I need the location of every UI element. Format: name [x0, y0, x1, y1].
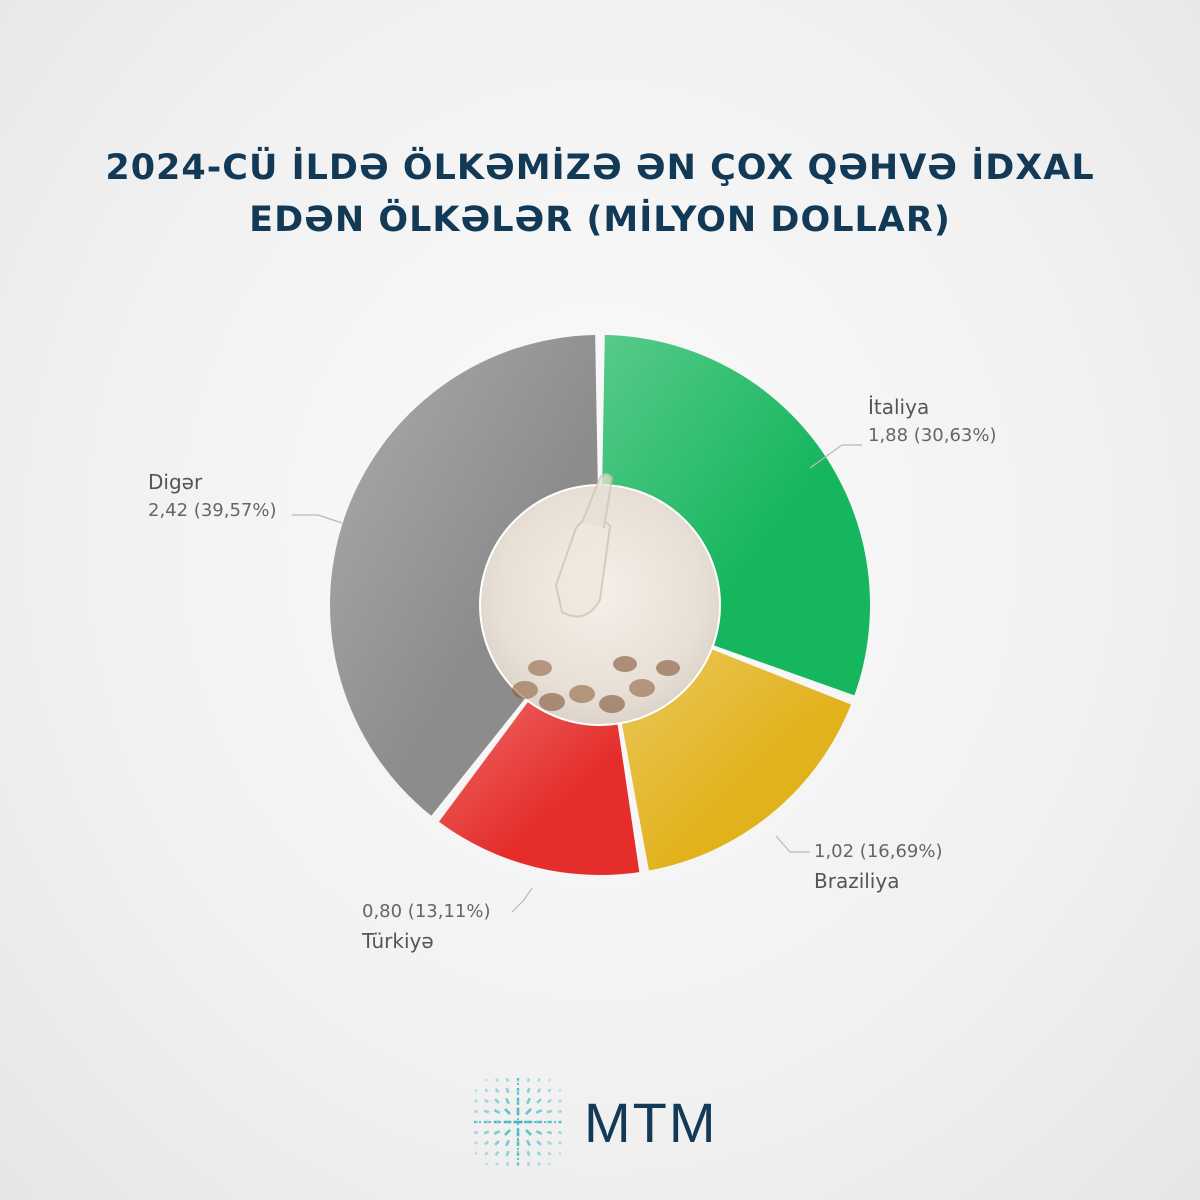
label-digar: Digər 2,42 (39,57%)	[148, 467, 276, 525]
coffee-beans-illustration	[512, 656, 680, 713]
label-italiya-value: 1,88 (30,63%)	[868, 425, 997, 446]
label-italiya-name: İtaliya	[868, 395, 930, 419]
leader-line-italiya	[809, 444, 862, 469]
chart-title-line-2: EDƏN ÖLKƏLƏR (MİLYON DOLLAR)	[249, 200, 951, 240]
label-turkiye-value: 0,80 (13,11%)	[362, 901, 491, 922]
label-italiya: İtaliya 1,88 (30,63%)	[868, 392, 996, 450]
coffee-scoop-illustration	[554, 473, 614, 618]
label-braziliya: 1,02 (16,69%) Braziliya	[814, 838, 942, 896]
chart-title-line-1: 2024-CÜ İLDƏ ÖLKƏMİZƏ ƏN ÇOX QƏHVƏ İDXAL	[105, 148, 1095, 188]
donut-slice-shine-italiya	[602, 335, 871, 696]
label-braziliya-value: 1,02 (16,69%)	[814, 841, 943, 862]
label-digar-value: 2,42 (39,57%)	[148, 500, 277, 521]
chart-title: 2024-CÜ İLDƏ ÖLKƏMİZƏ ƏN ÇOX QƏHVƏ İDXAL…	[0, 142, 1200, 246]
label-digar-name: Digər	[148, 470, 203, 494]
mtm-logo-icon	[473, 1077, 563, 1167]
donut-slice-shine-digar	[329, 335, 598, 816]
label-braziliya-name: Braziliya	[814, 869, 900, 893]
leader-line-turkiye	[511, 887, 533, 913]
leader-line-digar	[292, 514, 343, 524]
brand-name: MTM	[584, 1091, 718, 1154]
donut-slice-shine-braziliya	[621, 649, 852, 871]
label-turkiye-name: Türkiyə	[362, 929, 434, 953]
donut-slice-shine-turkiye	[438, 701, 640, 875]
leader-line-braziliya	[775, 835, 810, 853]
label-turkiye: 0,80 (13,11%) Türkiyə	[362, 898, 490, 956]
leader-lines	[292, 444, 862, 913]
donut-slices	[329, 335, 871, 875]
